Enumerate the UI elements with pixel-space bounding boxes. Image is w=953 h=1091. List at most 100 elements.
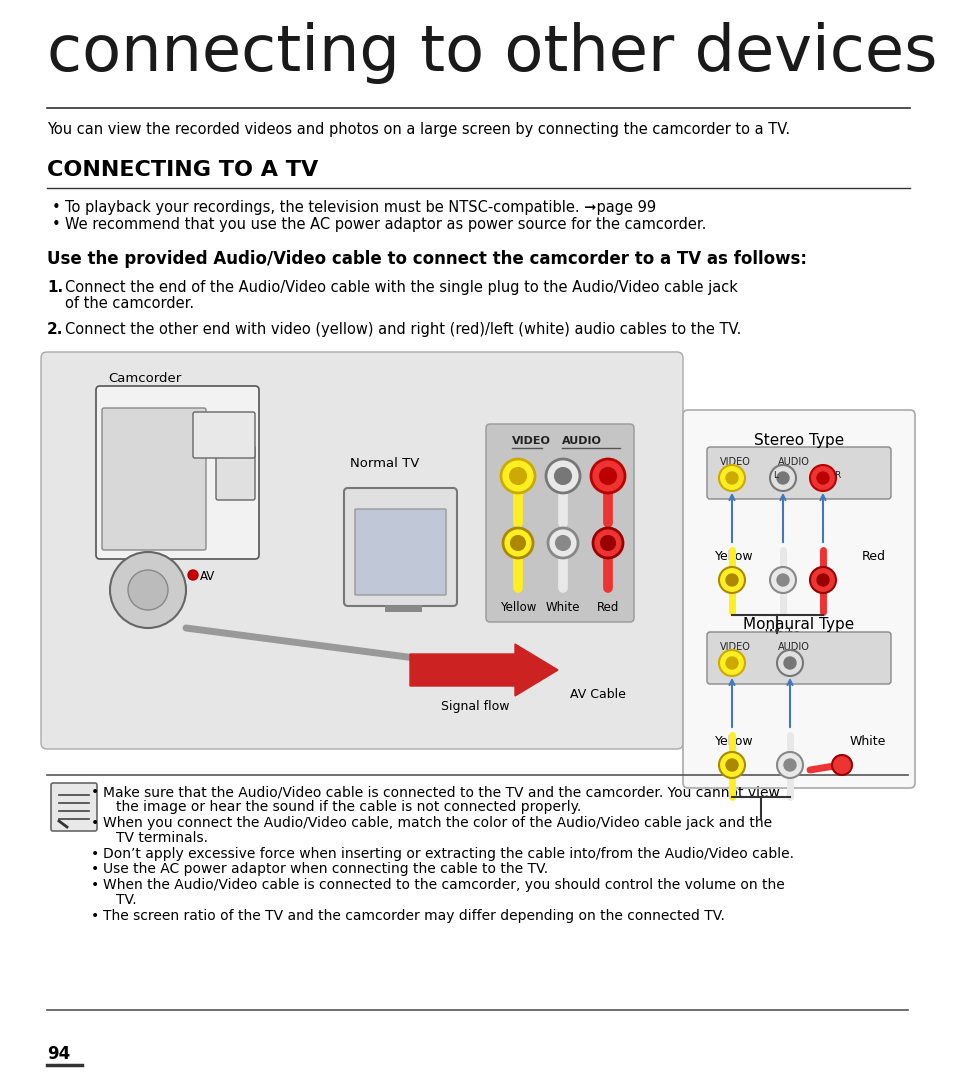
Text: Yellow: Yellow <box>714 550 753 563</box>
FancyBboxPatch shape <box>355 509 446 595</box>
Text: of the camcorder.: of the camcorder. <box>65 296 193 311</box>
Text: AV Cable: AV Cable <box>570 688 625 702</box>
Text: VIDEO: VIDEO <box>512 436 550 446</box>
Circle shape <box>816 472 828 484</box>
Text: L: L <box>772 471 778 480</box>
Text: You can view the recorded videos and photos on a large screen by connecting the : You can view the recorded videos and pho… <box>47 122 789 137</box>
FancyBboxPatch shape <box>706 632 890 684</box>
Text: Yellow: Yellow <box>714 735 753 748</box>
Circle shape <box>500 459 535 493</box>
Text: Camcorder: Camcorder <box>108 372 181 385</box>
Text: •: • <box>91 847 99 861</box>
FancyBboxPatch shape <box>682 410 914 788</box>
Circle shape <box>769 567 795 594</box>
FancyBboxPatch shape <box>193 412 254 458</box>
FancyBboxPatch shape <box>41 352 682 750</box>
Text: •: • <box>91 863 99 876</box>
Circle shape <box>547 528 578 558</box>
Text: 94: 94 <box>47 1045 71 1063</box>
Circle shape <box>545 459 579 493</box>
Circle shape <box>719 567 744 594</box>
Text: Connect the other end with video (yellow) and right (red)/left (white) audio cab: Connect the other end with video (yellow… <box>65 322 740 337</box>
Circle shape <box>831 755 851 775</box>
Text: When the Audio/Video cable is connected to the camcorder, you should control the: When the Audio/Video cable is connected … <box>103 878 784 892</box>
Circle shape <box>128 570 168 610</box>
FancyBboxPatch shape <box>96 386 258 559</box>
Text: Use the AC power adaptor when connecting the cable to the TV.: Use the AC power adaptor when connecting… <box>103 863 548 876</box>
Circle shape <box>776 574 788 586</box>
Text: We recommend that you use the AC power adaptor as power source for the camcorder: We recommend that you use the AC power a… <box>65 217 705 232</box>
Text: •: • <box>91 786 99 799</box>
Circle shape <box>555 468 571 484</box>
Text: Use the provided Audio/Video cable to connect the camcorder to a TV as follows:: Use the provided Audio/Video cable to co… <box>47 250 806 268</box>
Text: Normal TV: Normal TV <box>350 457 419 470</box>
Text: •: • <box>91 878 99 892</box>
Circle shape <box>783 759 795 771</box>
Text: Monaural Type: Monaural Type <box>742 618 854 632</box>
Text: TV.: TV. <box>116 894 136 908</box>
Text: Yellow: Yellow <box>499 601 536 614</box>
Circle shape <box>593 528 622 558</box>
Circle shape <box>590 459 624 493</box>
Circle shape <box>719 650 744 676</box>
Text: When you connect the Audio/Video cable, match the color of the Audio/Video cable: When you connect the Audio/Video cable, … <box>103 816 771 830</box>
Circle shape <box>809 567 835 594</box>
Circle shape <box>556 536 569 550</box>
Text: connecting to other devices: connecting to other devices <box>47 22 937 84</box>
Circle shape <box>110 552 186 628</box>
Circle shape <box>776 752 802 778</box>
Text: CONNECTING TO A TV: CONNECTING TO A TV <box>47 160 318 180</box>
Circle shape <box>776 650 802 676</box>
Circle shape <box>816 574 828 586</box>
Text: AV: AV <box>200 570 215 583</box>
Text: Red: Red <box>597 601 618 614</box>
Text: AUDIO: AUDIO <box>561 436 601 446</box>
Text: To playback your recordings, the television must be NTSC-compatible. ➞page 99: To playback your recordings, the televis… <box>65 200 656 215</box>
Text: •: • <box>91 816 99 830</box>
Polygon shape <box>410 644 558 696</box>
Text: The screen ratio of the TV and the camcorder may differ depending on the connect: The screen ratio of the TV and the camco… <box>103 909 724 923</box>
Circle shape <box>719 465 744 491</box>
Text: VIDEO: VIDEO <box>720 457 750 467</box>
FancyBboxPatch shape <box>344 488 456 606</box>
Text: •: • <box>91 909 99 923</box>
Text: the image or hear the sound if the cable is not connected properly.: the image or hear the sound if the cable… <box>116 801 580 815</box>
Text: Red: Red <box>862 550 885 563</box>
Text: •: • <box>52 200 61 215</box>
Circle shape <box>510 468 525 484</box>
Circle shape <box>776 472 788 484</box>
Text: VIDEO: VIDEO <box>720 642 750 652</box>
Circle shape <box>725 657 738 669</box>
Circle shape <box>502 528 533 558</box>
Text: TV terminals.: TV terminals. <box>116 831 208 846</box>
FancyBboxPatch shape <box>485 424 634 622</box>
Circle shape <box>769 465 795 491</box>
FancyBboxPatch shape <box>215 446 254 500</box>
Text: •: • <box>52 217 61 232</box>
Circle shape <box>783 657 795 669</box>
FancyBboxPatch shape <box>102 408 206 550</box>
Text: White: White <box>545 601 579 614</box>
FancyBboxPatch shape <box>51 783 97 831</box>
Circle shape <box>725 574 738 586</box>
Text: Stereo Type: Stereo Type <box>753 433 843 448</box>
Circle shape <box>511 536 524 550</box>
Text: 1.: 1. <box>47 280 63 295</box>
Circle shape <box>719 752 744 778</box>
Text: White: White <box>849 735 885 748</box>
Circle shape <box>599 468 616 484</box>
Text: Signal flow: Signal flow <box>440 700 509 714</box>
Text: AUDIO: AUDIO <box>778 642 809 652</box>
Text: White: White <box>764 628 801 642</box>
Text: Make sure that the Audio/Video cable is connected to the TV and the camcorder. Y: Make sure that the Audio/Video cable is … <box>103 786 779 799</box>
Text: 2.: 2. <box>47 322 63 337</box>
Circle shape <box>809 465 835 491</box>
Circle shape <box>600 536 615 550</box>
Text: Don’t apply excessive force when inserting or extracting the cable into/from the: Don’t apply excessive force when inserti… <box>103 847 793 861</box>
Circle shape <box>725 472 738 484</box>
Text: AUDIO: AUDIO <box>778 457 809 467</box>
Circle shape <box>188 570 198 580</box>
Circle shape <box>725 759 738 771</box>
FancyBboxPatch shape <box>706 447 890 499</box>
Text: R: R <box>833 471 840 480</box>
